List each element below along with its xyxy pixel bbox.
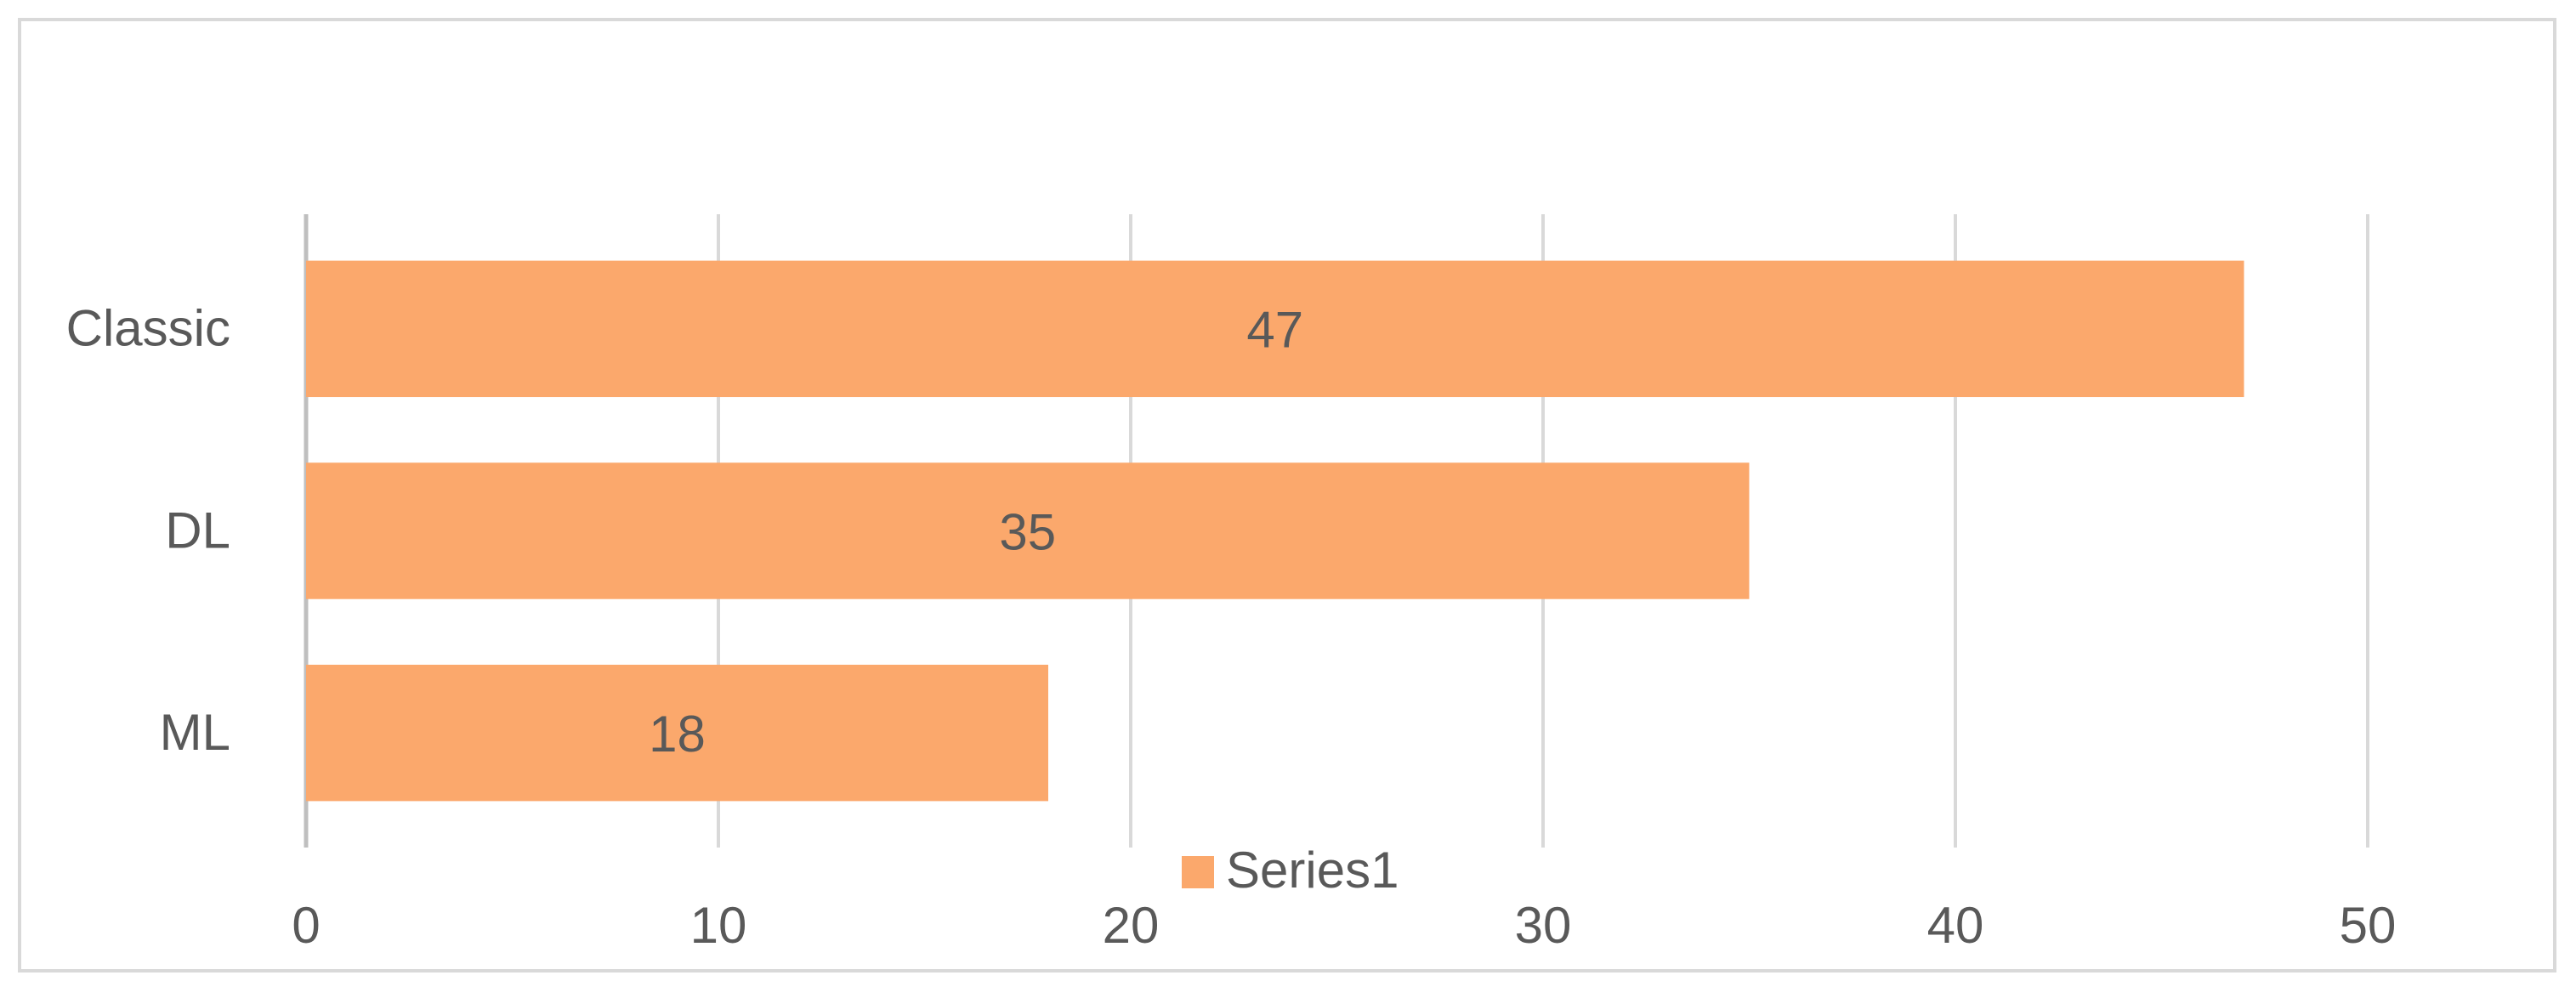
x-tick-label: 0 — [292, 897, 320, 954]
data-label: 47 — [1246, 302, 1303, 359]
data-label: 18 — [649, 706, 706, 763]
y-tick-label: DL — [165, 502, 230, 559]
legend-swatch — [1182, 856, 1214, 888]
bar — [306, 260, 2244, 398]
legend-label: Series1 — [1226, 842, 1399, 899]
bar — [306, 462, 1750, 599]
y-tick-label: Classic — [66, 300, 230, 357]
x-tick-label: 50 — [2340, 897, 2397, 954]
x-tick-label: 40 — [1927, 897, 1984, 954]
y-tick-label: ML — [160, 704, 230, 761]
x-tick-label: 30 — [1515, 897, 1572, 954]
x-tick-label: 10 — [690, 897, 747, 954]
bar — [306, 664, 1048, 802]
data-label: 35 — [999, 503, 1056, 560]
x-tick-label: 20 — [1103, 897, 1160, 954]
